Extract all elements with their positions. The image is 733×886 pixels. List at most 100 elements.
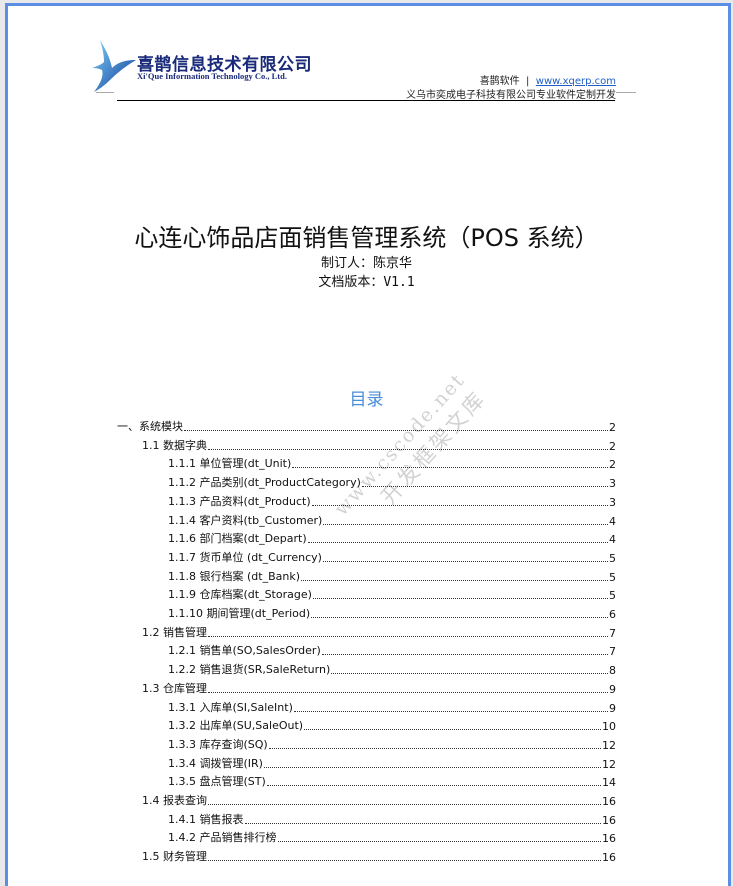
separator: |: [526, 76, 530, 87]
brand-name: 喜鹊软件: [479, 76, 520, 87]
toc-entry-page: 8: [609, 664, 616, 678]
toc-entry[interactable]: 1.4.1 销售报表 16: [168, 809, 616, 827]
document-page: [5, 3, 731, 886]
magpie-logo-icon: [92, 40, 136, 92]
toc-entry-page: 2: [609, 439, 616, 453]
toc-entry-page: 2: [609, 421, 616, 434]
header-tagline: 义乌市奕成电子科技有限公司专业软件定制开发: [406, 90, 616, 101]
toc-entry-page: 16: [602, 795, 616, 808]
toc-entry-page: 5: [609, 589, 616, 603]
toc-entry-page: 10: [602, 720, 616, 734]
toc-entry[interactable]: 1.2.1 销售单(SO,SalesOrder) 7: [168, 640, 616, 659]
toc-entry-page: 3: [609, 495, 616, 509]
toc-entry-page: 16: [602, 813, 616, 827]
toc-leader-dots: [361, 486, 608, 488]
toc-entry-page: 9: [609, 701, 616, 715]
toc-entry[interactable]: 1.3.1 入库单(SI,SaleInt) 9: [168, 697, 616, 715]
toc-entry-label: 1.4.2 产品销售排行榜: [168, 829, 277, 846]
toc-entry[interactable]: 1.1.4 客户资料(tb_Customer) 4: [168, 510, 616, 528]
toc-entry[interactable]: 1.4.2 产品销售排行榜 16: [168, 827, 616, 846]
toc-leader-dots: [293, 710, 608, 712]
header-brand-line: 喜鹊软件 | www.xqerp.com: [480, 72, 616, 87]
toc-entry-page: 12: [602, 738, 616, 752]
toc-leader-dots: [184, 430, 608, 431]
toc-entry[interactable]: 一、系统模块 2: [117, 416, 616, 434]
toc-entry[interactable]: 1.3.3 库存查询(SQ) 12: [168, 734, 616, 752]
toc-entry-page: 16: [602, 851, 616, 865]
toc-leader-dots: [208, 691, 608, 693]
toc-entry[interactable]: 1.1.1 单位管理(dt_Unit) 2: [168, 453, 616, 472]
toc-leader-dots: [277, 841, 601, 843]
toc-entry-label: 1.1.1 单位管理(dt_Unit): [168, 455, 292, 472]
toc-entry-label: 1.1.4 客户资料(tb_Customer): [168, 511, 323, 528]
toc-entry[interactable]: 1.1.10 期间管理(dt_Period) 6: [168, 603, 616, 621]
toc-entry[interactable]: 1.3 仓库管理 9: [142, 678, 616, 696]
toc-entry[interactable]: 1.1.3 产品资料(dt_Product) 3: [168, 491, 616, 509]
toc-entry[interactable]: 1.1.8 银行档案 (dt_Bank) 5: [168, 566, 616, 584]
toc-entry[interactable]: 1.1.2 产品类别(dt_ProductCategory) 3: [168, 472, 616, 491]
toc-entry-page: 16: [602, 832, 616, 846]
toc-entry-page: 4: [609, 514, 616, 528]
toc-entry-page: 3: [609, 477, 616, 491]
toc-entry[interactable]: 1.2 销售管理 7: [142, 622, 616, 640]
toc-entry[interactable]: 1.3.5 盘点管理(ST) 14: [168, 771, 616, 790]
toc-title: 目录: [349, 390, 384, 410]
toc-entry-label: 1.3.1 入库单(SI,SaleInt): [168, 698, 293, 715]
toc-leader-dots: [208, 635, 608, 637]
toc-leader-dots: [208, 860, 601, 862]
document-title: 心连心饰品店面销售管理系统（POS 系统）: [134, 224, 599, 252]
website-link[interactable]: www.xqerp.com: [535, 76, 616, 87]
toc-leader-dots: [321, 654, 608, 656]
toc-leader-dots: [266, 785, 601, 787]
toc-leader-dots: [331, 673, 608, 675]
toc-entry-label: 1.3.5 盘点管理(ST): [168, 773, 266, 790]
toc-entry-label: 1.1.9 仓库档案(dt_Storage): [168, 586, 312, 603]
header-rule-left: [96, 92, 114, 93]
toc-entry[interactable]: 1.1.6 部门档案(dt_Depart) 4: [168, 528, 616, 547]
toc-entry-page: 12: [602, 757, 616, 771]
toc-leader-dots: [307, 542, 608, 544]
toc-entry-page: 14: [602, 776, 616, 790]
toc-entry[interactable]: 1.3.4 调拨管理(IR) 12: [168, 753, 616, 771]
toc-entry-label: 1.3.3 库存查询(SQ): [168, 735, 268, 752]
toc-entry-label: 1.1.8 银行档案 (dt_Bank): [168, 567, 300, 584]
company-name-en: Xi'Que Information Technology Co., Ltd.: [137, 71, 287, 81]
toc-entry[interactable]: 1.2.2 销售退货(SR,SaleReturn) 8: [168, 659, 616, 678]
toc-entry-label: 1.5 财务管理: [142, 848, 207, 865]
toc-leader-dots: [268, 747, 601, 749]
toc-entry-label: 1.2.1 销售单(SO,SalesOrder): [168, 642, 321, 659]
toc-entry-label: 一、系统模块: [117, 418, 183, 434]
header-rule-right: [616, 92, 636, 93]
toc-leader-dots: [244, 822, 601, 824]
toc-leader-dots: [311, 504, 608, 506]
toc-entry[interactable]: 1.1.7 货币单位 (dt_Currency) 5: [168, 547, 616, 565]
toc-leader-dots: [322, 560, 608, 562]
toc-entry-page: 2: [609, 458, 616, 472]
toc-entry[interactable]: 1.4 报表查询 16: [142, 790, 616, 808]
toc-entry[interactable]: 1.3.2 出库单(SU,SaleOut) 10: [168, 715, 616, 734]
toc-entry-page: 6: [609, 608, 616, 621]
document-version: 文档版本：V1.1: [318, 275, 415, 290]
toc-leader-dots: [311, 617, 608, 618]
toc-entry-label: 1.3 仓库管理: [142, 679, 207, 696]
toc-entry-label: 1.1.7 货币单位 (dt_Currency): [168, 548, 322, 565]
toc-entry-label: 1.1.3 产品资料(dt_Product): [168, 492, 311, 509]
toc-entry-page: 7: [609, 626, 616, 640]
toc-entry[interactable]: 1.1.9 仓库档案(dt_Storage) 5: [168, 584, 616, 603]
toc-entry-label: 1.3.2 出库单(SU,SaleOut): [168, 717, 304, 734]
toc-entry-label: 1.2 销售管理: [142, 623, 207, 640]
toc-entry-page: 5: [609, 570, 616, 584]
toc-entry-label: 1.4.1 销售报表: [168, 810, 244, 827]
toc-leader-dots: [304, 729, 601, 731]
toc-leader-dots: [292, 467, 608, 469]
toc-entry[interactable]: 1.5 财务管理 16: [142, 846, 616, 865]
document-author: 制订人：陈京华: [320, 256, 412, 271]
company-name-cn: 喜鹊信息技术有限公司: [137, 55, 312, 75]
toc-leader-dots: [323, 523, 608, 525]
toc-entry[interactable]: 1.1 数据字典 2: [142, 435, 616, 453]
toc-entry-label: 1.1.2 产品类别(dt_ProductCategory): [168, 474, 361, 491]
toc-entry-page: 4: [609, 533, 616, 547]
toc-entry-label: 1.1 数据字典: [142, 436, 207, 453]
toc-leader-dots: [208, 448, 608, 450]
toc-entry-page: 7: [609, 645, 616, 659]
